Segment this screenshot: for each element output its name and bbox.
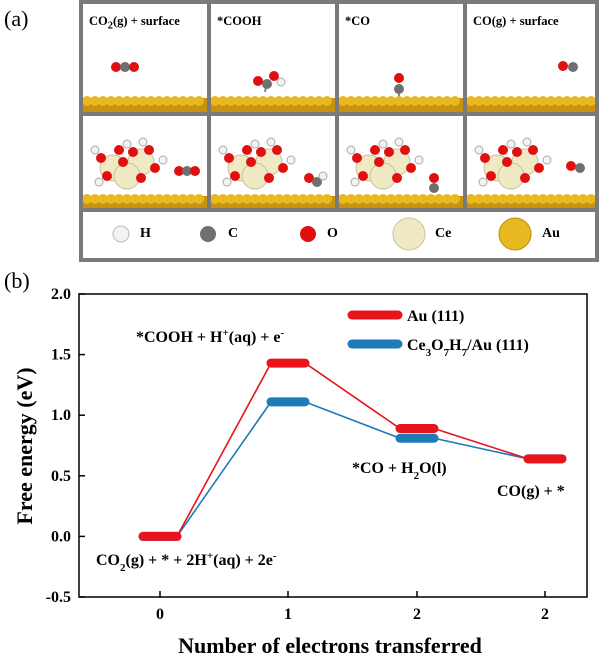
bottom-cell-2 [211,116,335,208]
column-title-4: CO(g) + surface [473,14,559,28]
cluster-cogas-structure [467,137,595,208]
y-tick-label: 0.0 [51,528,71,545]
carbon-atom-icon [200,226,216,242]
legend-label-ce: Ce [435,226,452,241]
co-adsorbed-structure [339,73,463,112]
y-tick-label: 0.5 [51,468,71,485]
y-tick-label: -0.5 [46,589,71,606]
x-tick-label: 2 [413,606,421,623]
legend-label-au111: Au (111) [407,308,464,325]
cluster-cooh-structure [211,137,335,208]
top-cell-3: *CO [339,4,463,112]
x-tick-label: 2 [541,606,549,623]
panel-a-label: (a) [4,6,29,31]
co-gas-structure [467,61,595,112]
chart-legend: Au (111) Ce3O7H7/Au (111) [347,308,529,359]
column-title-3: *CO [345,14,370,28]
y-tick-label: 1.0 [51,407,71,424]
column-title-2: *COOH [217,14,262,28]
series-line-segment [176,401,272,537]
gold-atom-icon [498,217,532,251]
series-line-segment [433,427,529,460]
annotation-cooh: *COOH + H+(aq) + e- [136,327,285,346]
structure-figure: CO2(g) + surface *COOH *CO CO(g) + surfa… [79,0,599,262]
annotation-co2: CO2(g) + * + 2H+(aq) + 2e- [96,550,277,574]
bottom-cell-3 [339,116,463,208]
column-title-1: CO2(g) + surface [89,14,180,32]
series-0 [138,358,567,541]
y-axis: -0.5 0.0 0.5 1.0 1.5 2.0 [46,286,85,606]
legend-label-c: C [228,226,239,241]
y-axis-title: Free energy (eV) [12,367,37,524]
atom-legend-symbols [112,217,532,251]
top-cell-1: CO2(g) + surface [83,4,207,112]
bottom-cell-4 [467,116,595,208]
legend-label-h: H [140,226,151,241]
hydrogen-atom-icon [112,225,130,243]
series-line-segment [304,362,401,430]
series-line-segment [304,401,401,439]
x-tick-label: 0 [156,606,164,623]
y-tick-label: 1.5 [51,347,71,364]
top-cell-2: *COOH [211,4,335,112]
cooh-structure [211,71,335,112]
annotation-co-gas: CO(g) + * [497,483,565,500]
top-cell-4: CO(g) + surface [467,4,595,112]
legend-label-o: O [327,226,338,241]
cluster-co-structure [339,137,463,208]
y-tick-label: 2.0 [51,286,71,303]
cerium-atom-icon [392,217,426,251]
series-line-segment [176,362,272,537]
free-energy-chart: -0.5 0.0 0.5 1.0 1.5 2.0 0 1 2 2 Au (111) Ce3O7H… [12,286,588,658]
plot-frame [78,293,588,598]
series-layer [138,358,567,541]
oxygen-atom-icon [300,226,316,242]
cluster-co2-structure [83,137,207,208]
series-line-segment [433,437,529,460]
x-axis-title: Number of electrons transferred [178,633,482,658]
panel-b-label: (b) [4,268,30,293]
x-axis: 0 1 2 2 [156,591,549,623]
legend-label-ceoh-au111: Ce3O7H7/Au (111) [407,337,529,359]
legend-label-au: Au [542,226,560,241]
bottom-cell-1 [83,116,207,208]
x-tick-label: 1 [284,606,292,623]
atom-legend: H C O Ce Au [83,212,595,258]
annotation-co-h2o: *CO + H2O(l) [352,460,447,482]
co2-surface-structure [83,62,207,112]
